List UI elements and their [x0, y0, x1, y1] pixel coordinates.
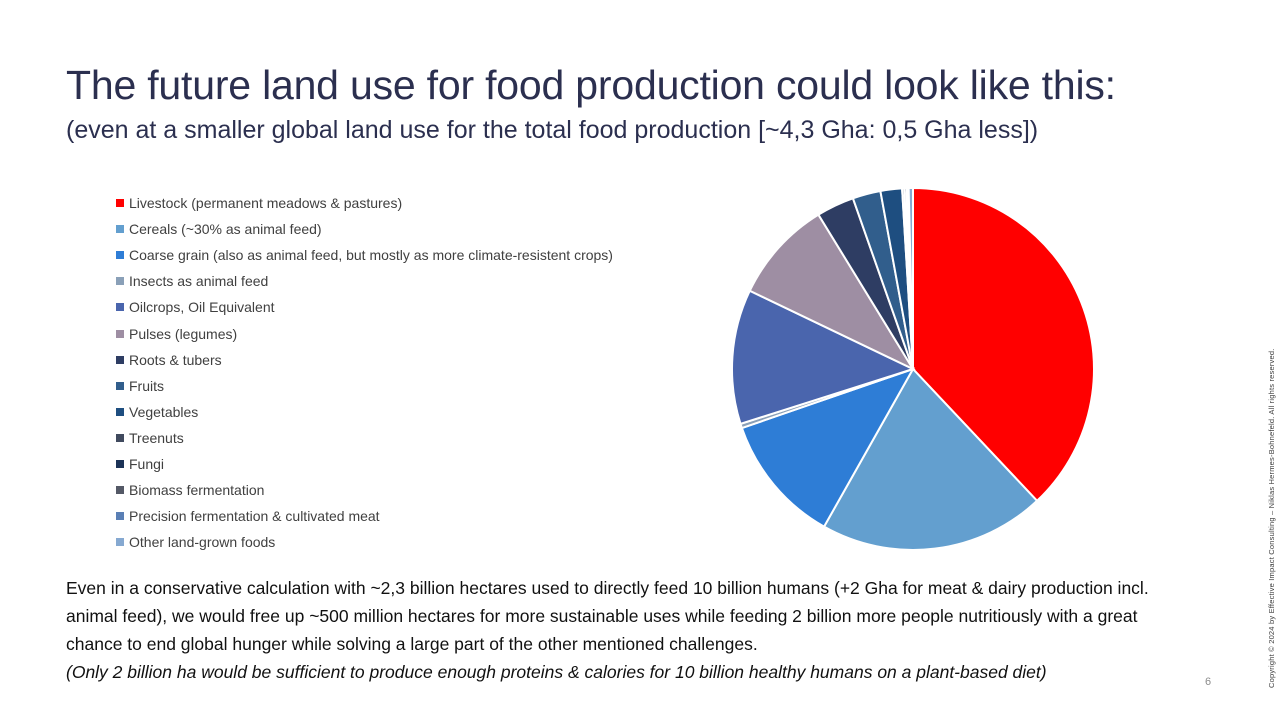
legend-label: Treenuts [129, 429, 184, 446]
legend-label: Cereals (~30% as animal feed) [129, 221, 322, 238]
legend-label: Insects as animal feed [129, 273, 269, 290]
legend-label: Biomass fermentation [129, 482, 265, 499]
pie-slice [907, 186, 914, 370]
legend-item: Livestock (permanent meadows & pastures) [116, 190, 613, 216]
legend-item: Treenuts [116, 425, 613, 451]
legend-item: Precision fermentation & cultivated meat [116, 503, 613, 529]
pie-slice [912, 186, 1095, 503]
page-number: 6 [1205, 676, 1212, 688]
legend-item: Coarse grain (also as animal feed, but m… [116, 242, 613, 268]
legend-swatch [116, 355, 124, 364]
legend-swatch [116, 407, 124, 416]
legend-label: Roots & tubers [129, 351, 222, 368]
legend-item: Fruits [116, 373, 613, 399]
legend-label: Precision fermentation & cultivated meat [129, 508, 380, 525]
legend-label: Pulses (legumes) [129, 325, 238, 342]
slide-subtitle: (even at a smaller global land use for t… [66, 116, 1039, 144]
pie-slice [822, 367, 1039, 551]
legend-swatch [116, 251, 124, 260]
legend-item: Biomass fermentation [116, 477, 613, 503]
legend-swatch [116, 277, 124, 286]
legend-swatch [116, 538, 124, 547]
legend-swatch [116, 381, 124, 390]
legend-swatch [116, 486, 124, 495]
legend-item: Vegetables [116, 399, 613, 425]
legend-swatch [116, 329, 124, 338]
legend-item: Fungi [116, 451, 613, 477]
legend-item: Other land-grown foods [116, 529, 613, 555]
slide-title: The future land use for food production … [66, 62, 1116, 108]
legend-label: Vegetables [129, 403, 199, 420]
legend-swatch [116, 459, 124, 468]
pie-slice [748, 213, 916, 372]
legend-item: Oilcrops, Oil Equivalent [116, 294, 613, 320]
legend-item: Pulses (legumes) [116, 320, 613, 346]
copyright-notice: Copyright © 2024 by Effective Impact Con… [1267, 348, 1276, 688]
body-paragraph: Even in a conservative calculation with … [66, 578, 1149, 654]
legend-swatch [116, 303, 124, 312]
body-text: Even in a conservative calculation with … [66, 574, 1186, 686]
legend-label: Livestock (permanent meadows & pastures) [129, 195, 403, 212]
legend-swatch [116, 512, 124, 521]
legend-label: Coarse grain (also as animal feed, but m… [129, 247, 613, 264]
body-note: (Only 2 billion ha would be sufficient t… [66, 662, 1047, 682]
legend-label: Oilcrops, Oil Equivalent [129, 299, 275, 316]
legend-label: Other land-grown foods [129, 534, 276, 551]
legend-item: Cereals (~30% as animal feed) [116, 216, 613, 242]
legend-swatch [116, 225, 124, 234]
pie-slice [740, 367, 916, 529]
legend-swatch [116, 433, 124, 442]
pie-slice [731, 289, 916, 426]
legend-label: Fungi [129, 455, 165, 472]
chart-legend: Livestock (permanent meadows & pastures)… [116, 190, 613, 555]
legend-swatch [116, 199, 124, 208]
legend-label: Fruits [129, 377, 164, 394]
legend-item: Insects as animal feed [116, 268, 613, 294]
legend-item: Roots & tubers [116, 347, 613, 373]
